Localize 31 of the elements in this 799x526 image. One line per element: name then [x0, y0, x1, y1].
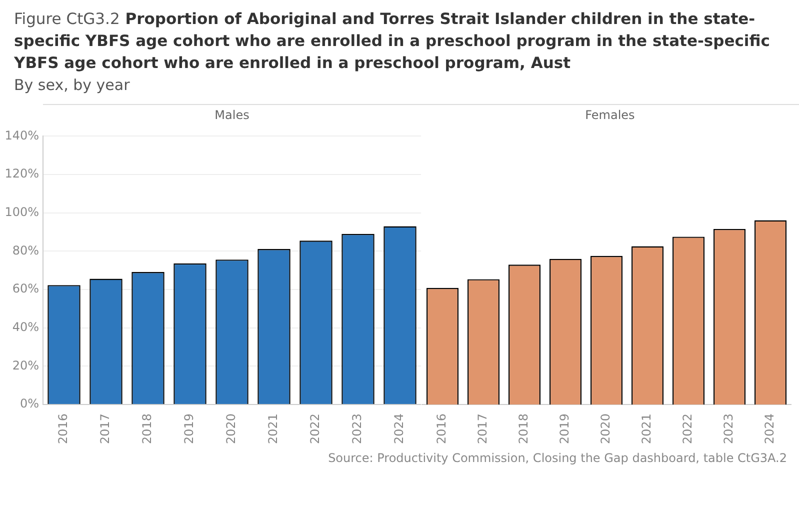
- x-tick-label: 2019: [558, 413, 572, 444]
- x-tick-label: 2020: [224, 413, 238, 444]
- y-tick-label: 100%: [4, 204, 39, 219]
- x-tick-label: 2016: [434, 413, 449, 444]
- x-tick-label: 2018: [140, 413, 154, 444]
- x-tick-label: 2020: [598, 413, 613, 444]
- text: Males: [43, 104, 421, 125]
- y-tick-label: 120%: [4, 166, 39, 181]
- x-tick-label: 2022: [680, 413, 695, 444]
- x-tick-label: 2017: [98, 413, 112, 444]
- x-tick-label: 2019: [182, 413, 196, 444]
- x-tick-label: 2017: [476, 413, 490, 444]
- x-tick-label: 2022: [308, 413, 322, 444]
- y-tick-label: 80%: [12, 243, 39, 258]
- y-tick-label: 40%: [12, 320, 39, 334]
- chart-title: Figure CtG3.2 Proportion of Aboriginal and Torres Strait Islander children in the state-specific YBFS age cohort who are enrolled in a preschool program in the state-specific YBFS age cohort who are enrolled in a preschool program, Aust: [14, 10, 770, 72]
- y-tick-label: 0%: [20, 396, 39, 411]
- x-tick-label: 2023: [722, 413, 736, 444]
- source-note: Source: Productivity Commission, Closing the Gap dashboard, table CtG3A.2: [327, 451, 787, 465]
- x-tick-label: 2021: [266, 413, 280, 444]
- text: Females: [421, 104, 799, 125]
- x-tick-label: 2016: [56, 413, 70, 444]
- x-tick-label: 2023: [350, 413, 364, 444]
- x-tick-label: 2024: [392, 413, 406, 444]
- x-tick-label: 2021: [640, 413, 654, 444]
- y-tick-label: 140%: [4, 128, 39, 142]
- y-tick-label: 20%: [12, 358, 39, 372]
- x-tick-label: 2024: [762, 413, 777, 444]
- x-tick-label: 2018: [516, 413, 531, 444]
- y-tick-label: 60%: [12, 282, 39, 296]
- chart-subtitle: By sex, by year: [14, 75, 131, 96]
